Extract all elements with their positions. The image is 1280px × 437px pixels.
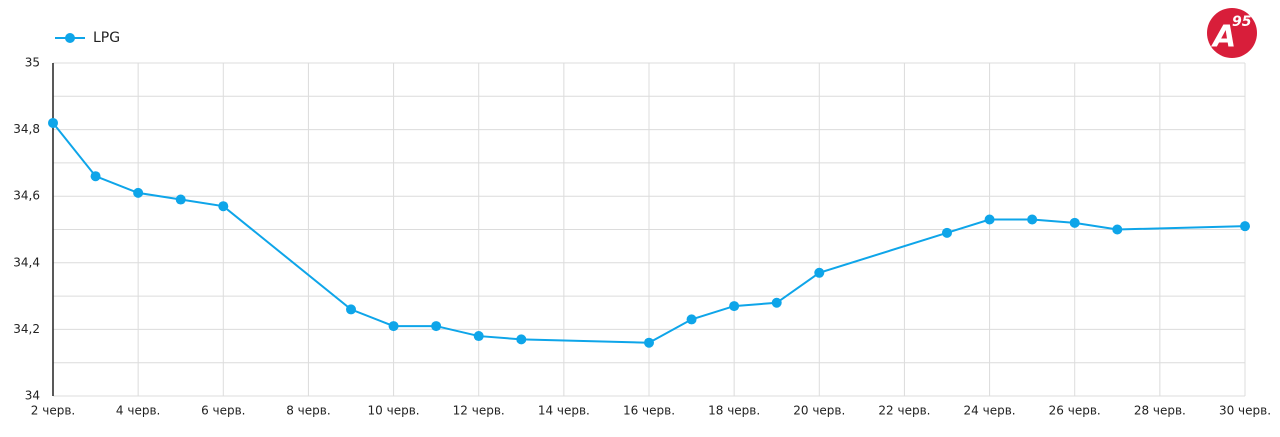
x-tick-label: 28 черв. bbox=[1134, 404, 1186, 418]
point bbox=[942, 227, 952, 238]
point bbox=[1069, 217, 1080, 228]
x-tick-label: 12 черв. bbox=[453, 404, 505, 418]
point bbox=[346, 304, 356, 315]
x-tick-label: 26 черв. bbox=[1049, 404, 1101, 418]
x-tick-label: 24 черв. bbox=[964, 404, 1016, 418]
y-tick-label: 34,2 bbox=[13, 322, 40, 336]
point bbox=[90, 171, 101, 182]
point bbox=[473, 331, 484, 342]
point bbox=[133, 187, 144, 198]
point bbox=[729, 301, 740, 312]
x-tick-label: 10 черв. bbox=[368, 404, 420, 418]
logo-number: 95 bbox=[1232, 14, 1252, 30]
point bbox=[1240, 221, 1250, 232]
x-tick-label: 30 черв. bbox=[1219, 404, 1271, 418]
logo-letter: A bbox=[1211, 20, 1236, 55]
x-tick-label: 14 черв. bbox=[538, 404, 590, 418]
x-tick-label: 8 черв. bbox=[286, 404, 330, 418]
point bbox=[814, 267, 825, 278]
point bbox=[431, 321, 442, 332]
x-tick-label: 20 черв. bbox=[793, 404, 845, 418]
logo-badge bbox=[1207, 8, 1257, 58]
legend-label: LPG bbox=[93, 30, 120, 46]
x-tick-label: 6 черв. bbox=[201, 404, 245, 418]
x-tick-label: 4 черв. bbox=[116, 404, 160, 418]
point bbox=[771, 297, 782, 308]
point bbox=[686, 314, 697, 325]
point bbox=[984, 214, 995, 225]
point bbox=[48, 117, 58, 128]
x-tick-label: 16 черв. bbox=[623, 404, 675, 418]
y-tick-label: 35 bbox=[25, 56, 40, 70]
point bbox=[516, 334, 527, 345]
x-tick-label: 18 черв. bbox=[708, 404, 760, 418]
point bbox=[1112, 224, 1123, 235]
x-tick-label: 22 черв. bbox=[878, 404, 930, 418]
y-tick-label: 34,4 bbox=[13, 255, 40, 269]
x-tick-label: 2 черв. bbox=[31, 404, 75, 418]
point bbox=[175, 194, 186, 205]
y-tick-label: 34,6 bbox=[13, 189, 40, 203]
point bbox=[388, 321, 399, 332]
point bbox=[1027, 214, 1038, 225]
point bbox=[218, 201, 229, 212]
y-tick-label: 34,8 bbox=[13, 122, 40, 136]
logo: A 95 bbox=[1207, 8, 1257, 58]
y-tick-label: 34 bbox=[25, 389, 40, 403]
point bbox=[644, 337, 654, 348]
legend-marker bbox=[65, 33, 75, 43]
